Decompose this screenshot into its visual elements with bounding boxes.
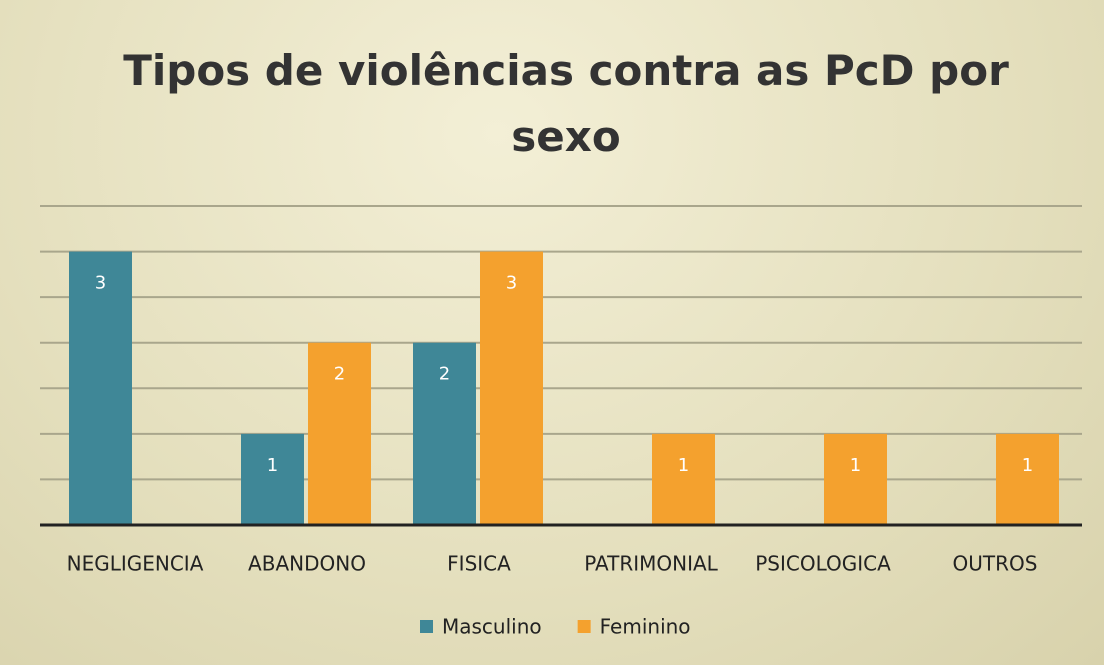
x-tick-label: FISICA (447, 552, 511, 576)
bar (996, 433, 1059, 525)
data-label: 1 (678, 455, 689, 476)
legend-swatch (577, 620, 591, 633)
data-label: 1 (1022, 455, 1033, 476)
legend-swatch (420, 620, 433, 633)
x-tick-label: PATRIMONIAL (584, 552, 718, 576)
bar (308, 342, 371, 525)
bar (241, 433, 304, 525)
legend-label: Masculino (442, 615, 542, 639)
bar (480, 251, 543, 526)
bar (413, 342, 476, 525)
legend-label: Feminino (600, 615, 691, 639)
bar (652, 433, 715, 525)
data-label: 2 (334, 364, 345, 385)
data-label: 1 (850, 455, 861, 476)
x-tick-label: ABANDONO (248, 552, 366, 576)
data-label: 2 (439, 364, 450, 385)
bar (824, 433, 887, 525)
data-label: 3 (506, 273, 517, 294)
bar (69, 251, 132, 526)
chart-title: Tipos de violências contra as PcD por se… (123, 46, 1009, 161)
data-label: 3 (95, 273, 106, 294)
x-tick-label: OUTROS (953, 552, 1038, 576)
x-tick-label: NEGLIGENCIA (67, 552, 204, 576)
data-label: 1 (267, 455, 278, 476)
x-tick-label: PSICOLOGICA (755, 552, 891, 576)
